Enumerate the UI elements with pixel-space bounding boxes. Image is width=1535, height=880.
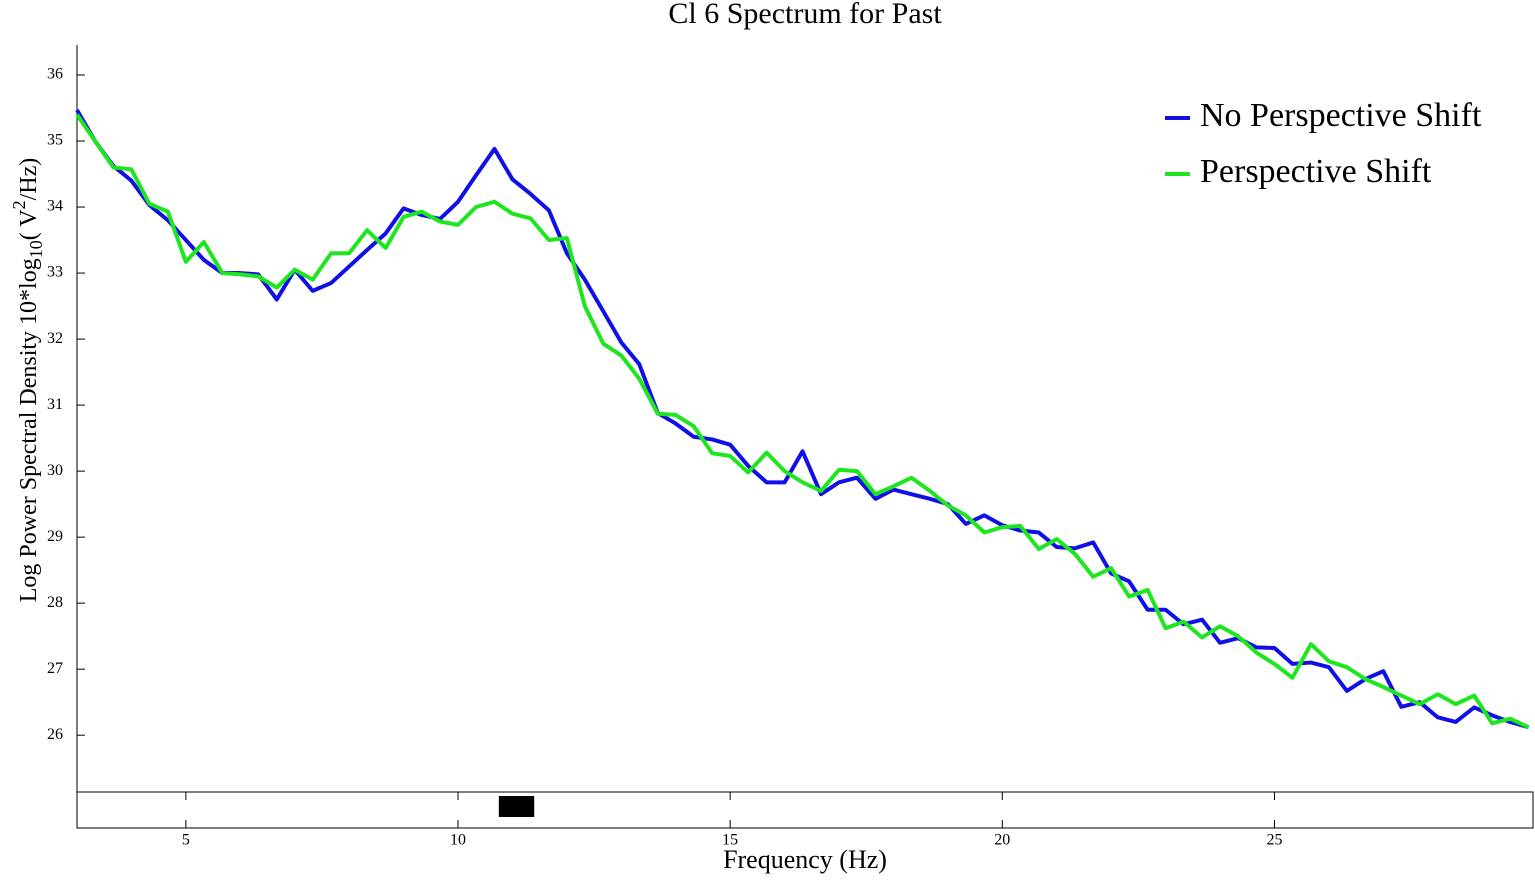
y-tick-label: 33 (47, 264, 63, 281)
x-tick-label: 15 (722, 832, 738, 849)
y-tick-label: 36 (47, 66, 63, 83)
y-tick-label: 28 (47, 594, 63, 611)
band-panel (76, 791, 1534, 829)
y-tick-label: 32 (47, 330, 63, 347)
series-line (75, 108, 1530, 730)
significance-band (498, 796, 535, 817)
y-label-text: Log Power Spectral Density 10*log (16, 258, 42, 602)
series-line (75, 113, 1530, 730)
y-tick-label: 35 (47, 132, 63, 149)
y-tick-label: 27 (47, 660, 63, 677)
x-axis-label: Frequency (Hz) (723, 845, 887, 874)
y-label-sup: 2 (9, 200, 29, 209)
y-label-sub: 10 (26, 240, 46, 258)
x-tick-label: 25 (1266, 832, 1282, 849)
y-label-text: ( V (16, 209, 42, 241)
x-tick-label: 10 (450, 832, 466, 849)
y-tick-label: 29 (47, 528, 63, 545)
y-tick-label: 34 (47, 198, 63, 215)
legend-label: No Perspective Shift (1200, 97, 1482, 134)
x-tick-label: 5 (182, 832, 190, 849)
y-tick-label: 26 (47, 726, 63, 743)
x-tick-label: 20 (994, 832, 1010, 849)
y-axis-label: Log Power Spectral Density 10*log10( V2/… (9, 158, 46, 603)
legend-label: Perspective Shift (1200, 153, 1432, 190)
chart-title: Cl 6 Spectrum for Past (668, 0, 942, 30)
y-label-text: /Hz) (16, 158, 42, 201)
y-tick-label: 31 (47, 396, 63, 413)
y-tick-label: 30 (47, 462, 63, 479)
